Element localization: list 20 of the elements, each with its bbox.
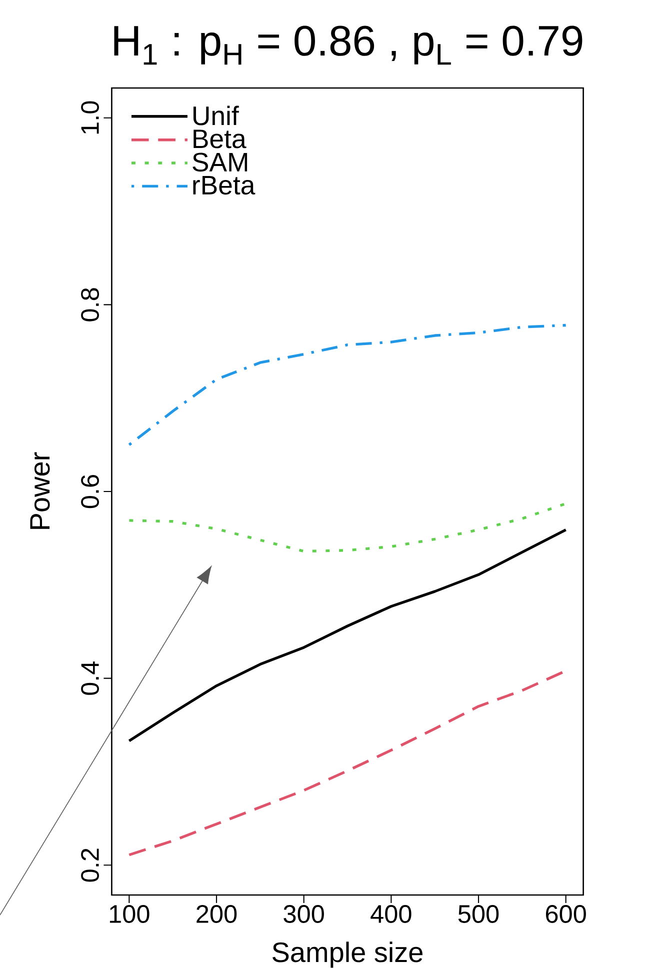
x-tick-label: 200: [196, 905, 237, 923]
x-tick-label: 500: [458, 905, 499, 923]
legend-label: rBeta: [193, 176, 256, 195]
x-tick-label: 100: [110, 905, 150, 923]
legend-label: Beta: [194, 130, 246, 148]
y-tick-label: 0.4: [81, 661, 99, 695]
y-tick-label: 0.2: [81, 848, 99, 882]
x-tick-label: 600: [546, 905, 586, 923]
y-axis-title: Power: [30, 452, 50, 529]
x-tick-label: 300: [284, 905, 324, 923]
x-tick-label: 400: [370, 905, 412, 923]
y-tick-label: 0.6: [81, 475, 99, 508]
y-tick-label: 0.8: [81, 288, 99, 322]
legend-label: SAM: [192, 152, 248, 172]
y-tick-label: 1.0: [81, 101, 99, 134]
chart-title: H$_{1}$ : p$_{H}$ = 0.86 , p$_{L}$ = 0.79: [114, 26, 582, 65]
legend-label: Unif: [194, 106, 239, 126]
x-axis-title: Sample size: [272, 942, 422, 968]
line-series: [128, 324, 568, 446]
line-series: [128, 528, 568, 742]
